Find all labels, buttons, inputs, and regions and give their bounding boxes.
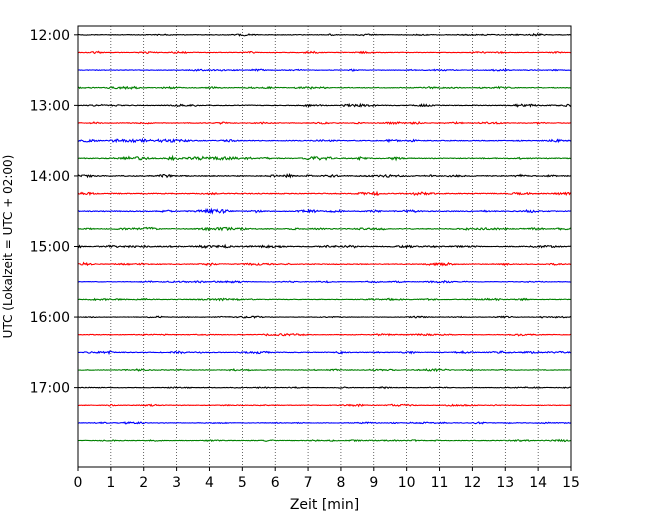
y-tick-label: 17:00 — [30, 381, 70, 397]
trace-1400 — [77, 172, 572, 179]
x-tick-label: 5 — [238, 475, 247, 491]
y-axis-label: UTC (Lokalzeit = UTC + 02:00) — [1, 155, 15, 339]
x-tick-label: 15 — [562, 475, 580, 491]
x-tick-label: 4 — [205, 475, 214, 491]
trace-1445 — [77, 226, 572, 232]
y-axis-ticks: 12:00 13:00 14:00 15:00 16:00 17:00 — [30, 28, 78, 397]
x-tick-label: 2 — [139, 475, 148, 491]
trace-1345 — [77, 154, 572, 162]
y-tick-label: 12:00 — [30, 28, 70, 44]
x-axis-ticks: 0 1 2 3 4 5 6 7 8 9 10 11 12 13 14 15 — [74, 467, 580, 491]
trace-1715 — [77, 403, 572, 408]
trace-1415 — [77, 190, 572, 197]
trace-1245 — [77, 85, 572, 91]
trace-1330 — [77, 137, 572, 144]
x-tick-label: 9 — [369, 475, 378, 491]
trace-1545 — [77, 297, 572, 302]
x-tick-label: 10 — [398, 475, 416, 491]
trace-1530 — [77, 280, 572, 284]
trace-1515 — [77, 261, 572, 267]
trace-1645 — [77, 368, 572, 373]
x-tick-label: 3 — [172, 475, 181, 491]
x-tick-label: 12 — [463, 475, 481, 491]
x-tick-label: 7 — [304, 475, 313, 491]
trace-1745 — [77, 438, 572, 443]
trace-1630 — [77, 349, 572, 356]
seismogram-traces — [77, 32, 572, 443]
trace-1430 — [77, 207, 572, 215]
y-tick-label: 16:00 — [30, 310, 70, 326]
trace-1730 — [77, 421, 572, 425]
trace-1215 — [77, 50, 572, 55]
trace-1230 — [77, 68, 572, 72]
x-tick-label: 0 — [74, 475, 83, 491]
trace-1315 — [77, 120, 572, 126]
trace-1500 — [77, 243, 572, 249]
x-tick-label: 1 — [106, 475, 115, 491]
y-tick-label: 15:00 — [30, 240, 70, 256]
trace-1615 — [77, 332, 572, 337]
x-tick-label: 13 — [496, 475, 514, 491]
trace-1600 — [77, 315, 572, 319]
trace-1300 — [77, 102, 572, 108]
y-tick-label: 13:00 — [30, 98, 70, 114]
x-tick-label: 6 — [271, 475, 280, 491]
y-tick-label: 14:00 — [30, 169, 70, 185]
trace-1700 — [77, 386, 572, 390]
trace-1200 — [77, 32, 572, 37]
x-tick-label: 11 — [431, 475, 449, 491]
x-tick-label: 14 — [529, 475, 547, 491]
x-axis-label: Zeit [min] — [290, 497, 359, 513]
x-tick-label: 8 — [336, 475, 345, 491]
